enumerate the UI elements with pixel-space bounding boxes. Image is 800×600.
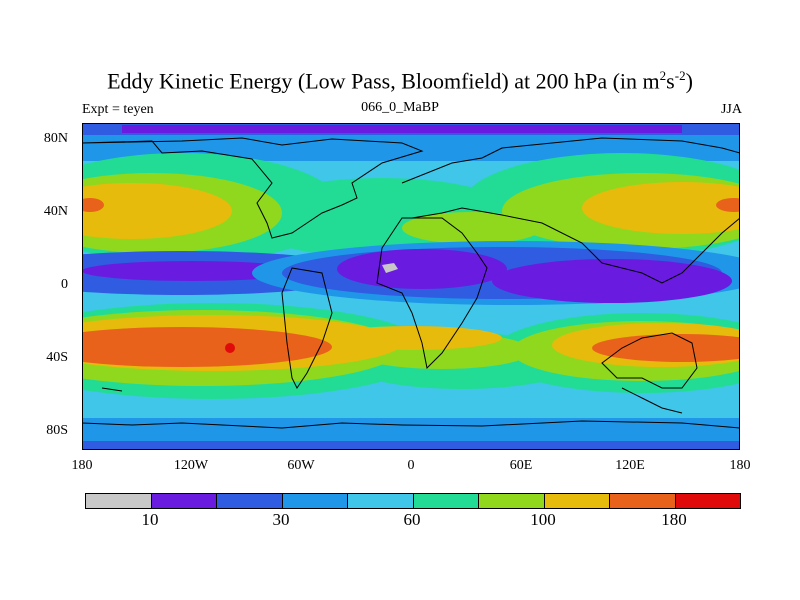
band-10-30-south (82, 441, 740, 450)
colorbar-label-180: 180 (661, 510, 687, 529)
colorbar-swatch-8 (610, 494, 676, 508)
colorbar (85, 493, 741, 509)
nh-jet-yellow-1 (82, 183, 232, 239)
colorbar-label-60: 60 (403, 510, 421, 529)
xtick-60e: 60E (509, 458, 533, 473)
season-label: JJA (720, 102, 742, 117)
colorbar-label-100: 100 (530, 510, 556, 529)
nh-jet-lime-3 (402, 212, 542, 244)
nh-jet-orange-1 (82, 198, 104, 212)
colorbar-swatch-7 (544, 494, 610, 508)
map-plot-area (82, 123, 740, 450)
ytick-80s: 80S (46, 423, 68, 438)
sh-jet-yellow-3 (322, 326, 502, 350)
xtick-120w: 120W (173, 458, 209, 473)
nh-jet-orange-2 (716, 198, 740, 212)
colorbar-swatch-2 (217, 494, 283, 508)
ytick-80n: 80N (43, 131, 68, 146)
experiment-label: Expt = teyen (82, 102, 154, 117)
eurasia-outline (401, 137, 740, 284)
colorbar-swatch-6 (479, 494, 545, 508)
sh-jet-orange-1 (82, 327, 332, 367)
colorbar-label-10: 10 (141, 510, 159, 529)
xtick-180w: 180 (71, 458, 93, 473)
colorbar-swatch-1 (151, 494, 217, 508)
sh-jet-red-max (225, 343, 235, 353)
xtick-60w: 60W (287, 458, 315, 473)
map-frame (82, 123, 740, 450)
coastlines (82, 137, 740, 429)
ytick-0: 0 (61, 277, 68, 292)
eq-purple-indian (492, 259, 732, 303)
south-america-outline (281, 267, 333, 389)
xtick-0: 0 (407, 458, 415, 473)
eq-grey-minimum (382, 263, 398, 273)
colorbar-swatch-4 (348, 494, 414, 508)
eq-purple-west (82, 261, 302, 281)
band-lt10-north (122, 125, 682, 133)
africa-outline (376, 217, 488, 370)
australia-outline (601, 332, 698, 389)
antarctica-outline (82, 387, 740, 429)
xtick-120e: 120E (615, 458, 645, 473)
eq-purple-africa (337, 249, 507, 289)
colorbar-swatch-0 (86, 494, 152, 508)
colorbar-swatch-3 (282, 494, 348, 508)
nh-jet-yellow-2 (582, 182, 740, 234)
contour-field (82, 123, 740, 450)
colorbar-swatch-9 (675, 494, 740, 508)
colorbar-label-30: 30 (272, 510, 290, 529)
chart-title: Eddy Kinetic Energy (Low Pass, Bloomfiel… (107, 68, 693, 94)
north-america-outline (82, 137, 424, 239)
ytick-40s: 40S (46, 350, 68, 365)
run-label: 066_0_MaBP (361, 100, 439, 115)
ytick-40n: 40N (43, 204, 68, 219)
xtick-180e: 180 (729, 458, 751, 473)
colorbar-swatch-5 (413, 494, 479, 508)
sh-jet-orange-2 (592, 334, 740, 362)
